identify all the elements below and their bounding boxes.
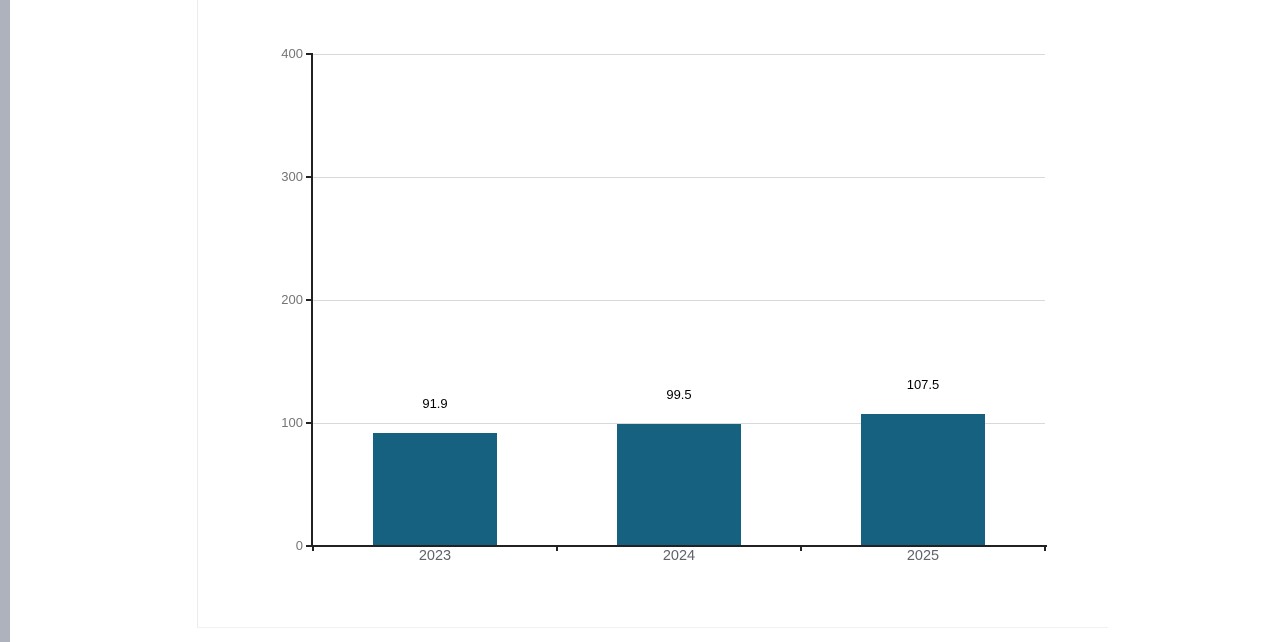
- left-edge-strip: [0, 0, 10, 642]
- bar[interactable]: [373, 432, 497, 546]
- bar[interactable]: [861, 413, 985, 546]
- bar[interactable]: [617, 423, 741, 546]
